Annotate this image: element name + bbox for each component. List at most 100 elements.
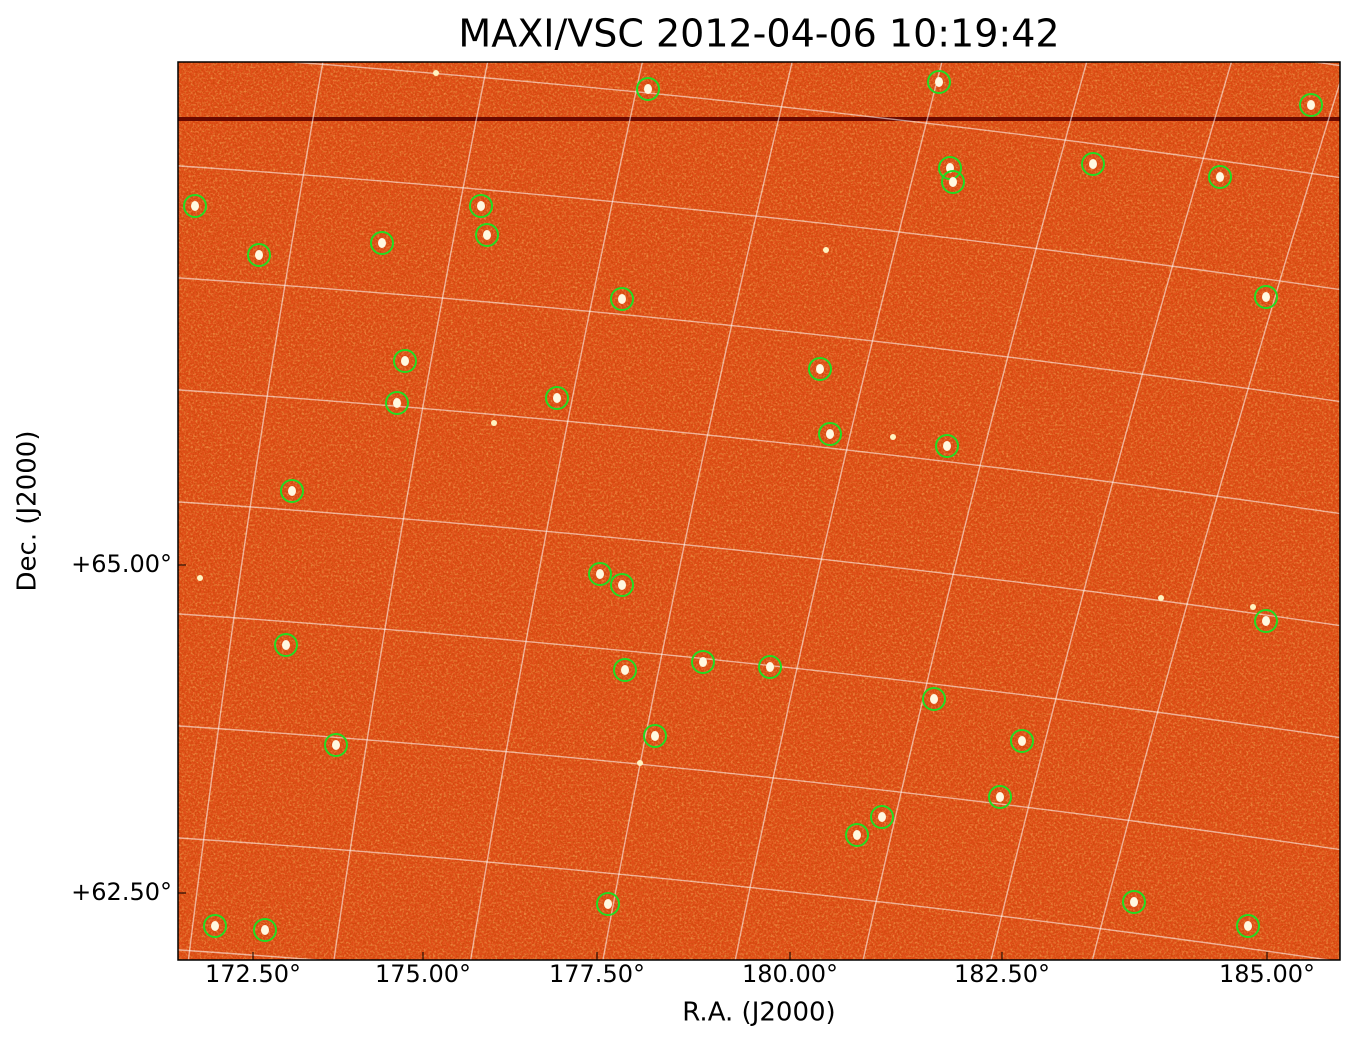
source-core xyxy=(483,230,491,240)
source-marker xyxy=(393,349,417,373)
source-core xyxy=(1130,897,1138,907)
dec-grid-line xyxy=(178,837,1334,960)
source-marker xyxy=(643,724,667,748)
source-core xyxy=(191,201,199,211)
source-marker xyxy=(588,562,612,586)
source-marker xyxy=(1254,285,1278,309)
source-marker xyxy=(545,386,569,410)
source-core xyxy=(699,657,707,667)
source-core xyxy=(1018,736,1026,746)
ra-grid-line xyxy=(333,62,489,960)
source-core xyxy=(1262,616,1270,626)
plot-frame xyxy=(177,61,1341,961)
x-axis-label: R.A. (J2000) xyxy=(682,998,835,1028)
faint-source xyxy=(1250,604,1256,610)
dec-grid-line xyxy=(178,277,1340,403)
title: MAXI/VSC 2012-04-06 10:19:42 xyxy=(458,12,1059,56)
source-marker xyxy=(758,655,782,679)
source-core xyxy=(618,580,626,590)
source-marker xyxy=(610,573,634,597)
source-core xyxy=(211,921,219,931)
source-marker xyxy=(808,357,832,381)
source-marker xyxy=(1010,729,1034,753)
x-ticks: 172.50° 175.00° 177.50° 180.00° 182.50° 185.0… xyxy=(205,952,1315,988)
source-marker xyxy=(1299,93,1323,117)
faint-source xyxy=(823,247,829,253)
source-marker xyxy=(324,733,348,757)
ra-grid-line xyxy=(469,62,644,960)
source-core xyxy=(378,238,386,248)
source-marker xyxy=(475,223,499,247)
source-marker xyxy=(253,918,277,942)
source-core xyxy=(1216,172,1224,182)
y-tick-label: +62.50° xyxy=(71,878,172,906)
source-marker xyxy=(370,231,394,255)
source-core xyxy=(930,694,938,704)
source-core xyxy=(596,569,604,579)
source-core xyxy=(1307,100,1315,110)
ra-grid-line xyxy=(55,50,175,975)
dec-grid-line xyxy=(178,389,1340,515)
source-core xyxy=(621,665,629,675)
x-tick-label: 172.50° xyxy=(205,960,301,988)
x-tick-label: 180.00° xyxy=(742,960,838,988)
source-marker xyxy=(183,194,207,218)
source-core xyxy=(943,441,951,451)
source-marker xyxy=(610,287,634,311)
source-marker xyxy=(1081,152,1105,176)
source-marker xyxy=(935,434,959,458)
y-ticks: +65.00° +62.50° xyxy=(71,550,186,906)
source-core xyxy=(282,640,290,650)
ra-grid-line xyxy=(602,62,793,960)
image-noise-bright xyxy=(178,62,1340,960)
source-core xyxy=(816,364,824,374)
source-core xyxy=(332,740,340,750)
ra-grid-line xyxy=(862,62,1088,960)
y-tick-label: +65.00° xyxy=(71,550,172,578)
source-core xyxy=(401,356,409,366)
source-core xyxy=(996,792,1004,802)
source-marker xyxy=(1122,890,1146,914)
source-marker xyxy=(818,422,842,446)
source-marker xyxy=(927,70,951,94)
x-tick-label: 182.50° xyxy=(954,960,1050,988)
source-marker xyxy=(274,633,298,657)
source-marker xyxy=(280,479,304,503)
dec-grid-line xyxy=(178,501,1340,627)
source-core xyxy=(853,830,861,840)
sources xyxy=(183,70,1323,942)
source-core xyxy=(1262,292,1270,302)
coordinate-grid xyxy=(55,50,1340,975)
source-core xyxy=(393,398,401,408)
ra-grid-line xyxy=(1091,79,1340,960)
source-marker xyxy=(941,170,965,194)
source-core xyxy=(826,429,834,439)
source-marker xyxy=(247,243,271,267)
faint-source xyxy=(1158,595,1164,601)
source-core xyxy=(288,486,296,496)
source-marker xyxy=(613,658,637,682)
x-tick-label: 185.00° xyxy=(1219,960,1315,988)
source-marker xyxy=(922,687,946,711)
dec-grid-line xyxy=(178,725,1340,851)
x-tick-label: 175.00° xyxy=(375,960,471,988)
source-marker xyxy=(596,892,620,916)
ra-grid-line xyxy=(990,62,1233,960)
source-core xyxy=(1089,159,1097,169)
source-marker xyxy=(691,650,715,674)
source-marker xyxy=(636,77,660,101)
source-core xyxy=(651,731,659,741)
x-tick-label: 177.50° xyxy=(549,960,645,988)
sky-image xyxy=(55,50,1340,975)
dec-grid-line xyxy=(282,62,1340,179)
source-marker xyxy=(385,391,409,415)
faint-source xyxy=(890,434,896,440)
source-core xyxy=(553,393,561,403)
source-core xyxy=(935,77,943,87)
dec-grid-line xyxy=(178,165,1340,291)
detector-artifact xyxy=(178,117,1340,121)
faint-source xyxy=(637,760,643,766)
source-core xyxy=(477,201,485,211)
y-axis-label: Dec. (J2000) xyxy=(13,431,43,592)
